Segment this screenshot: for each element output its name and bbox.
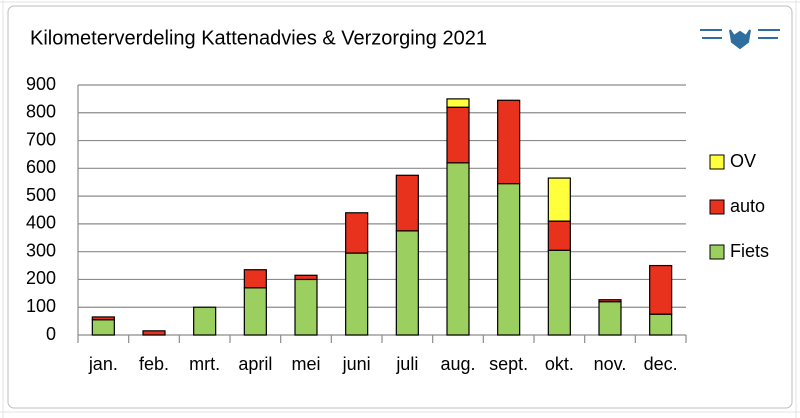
legend-swatch [709,244,725,260]
x-tick-label: juni [342,354,371,374]
y-tick-label: 0 [46,324,56,344]
legend-swatch [709,199,725,215]
bar-segment [649,264,673,315]
bar-segment [243,269,267,289]
x-tick-label: dec. [644,354,678,374]
y-tick-label: 700 [26,129,56,149]
bar-segment [446,162,470,336]
bar-segment [446,106,470,164]
y-tick-label: 500 [26,185,56,205]
bar-segment [345,252,369,336]
x-tick-label: feb. [139,354,169,374]
x-tick-label: jan. [88,354,118,374]
y-tick-label: 400 [26,213,56,233]
x-tick-label: sept. [489,354,528,374]
y-tick-label: 800 [26,102,56,122]
bar-segment [142,330,166,336]
legend-label: Fiets [730,241,769,261]
bar-segment [598,301,622,336]
bar-segment [497,183,521,336]
bar-segment [547,249,571,336]
x-tick-label: aug. [440,354,475,374]
y-tick-label: 600 [26,157,56,177]
bar-segment [547,220,571,251]
bar-segment [91,316,115,321]
y-tick-label: 900 [26,74,56,94]
y-tick-label: 200 [26,268,56,288]
bar-segment [345,212,369,254]
legend-label: OV [730,151,756,171]
x-tick-label: nov. [594,354,627,374]
bar-segment [598,299,622,303]
legend-label: auto [730,196,765,216]
bar-segment [395,174,419,232]
bar-segment [193,306,217,336]
legend-swatch [709,154,725,170]
bar-segment [446,98,470,108]
x-tick-label: mei [291,354,320,374]
y-tick-label: 100 [26,296,56,316]
bar-segment [294,274,318,281]
x-tick-label: okt. [545,354,574,374]
bar-segment [294,278,318,336]
bar-segment [649,313,673,336]
x-tick-label: mrt. [189,354,220,374]
x-tick-label: juli [395,354,418,374]
bar-segment [547,177,571,222]
x-tick-label: april [238,354,272,374]
y-tick-label: 300 [26,240,56,260]
bar-segment [243,287,267,336]
bar-segment [395,230,419,336]
cat-logo [700,29,780,50]
bar-segment [497,99,521,185]
chart-title: Kilometerverdeling Kattenadvies & Verzor… [30,27,487,49]
bar-segment [91,319,115,336]
